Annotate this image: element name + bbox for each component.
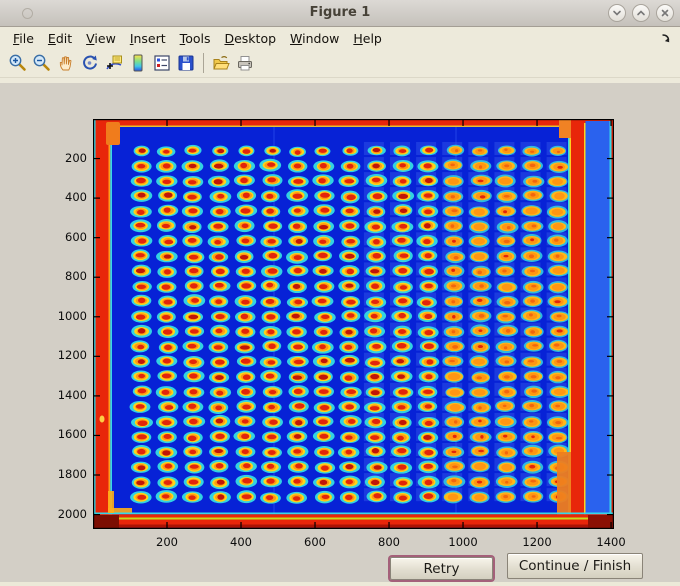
y-tick-label: 1000: [57, 308, 87, 323]
dock-figure-button[interactable]: [660, 32, 672, 47]
legend-icon: [154, 55, 170, 71]
shade-button[interactable]: [608, 4, 626, 22]
x-tick-label: 800: [378, 535, 400, 549]
plate-scan-image[interactable]: [93, 119, 614, 529]
pan-hand-icon: [59, 56, 72, 71]
menu-item-insert[interactable]: Insert: [129, 30, 166, 46]
data-cursor-icon: [106, 55, 122, 70]
toolbar-separator: [203, 53, 204, 73]
menu-item-window[interactable]: Window: [290, 30, 340, 46]
window-bottom-strip: [0, 582, 680, 586]
title-bar[interactable]: Figure 1: [0, 0, 680, 27]
y-tick-label: 1200: [57, 348, 87, 363]
rotate-3d-button[interactable]: [78, 51, 102, 75]
y-tick-label: 400: [65, 190, 87, 205]
retry-button[interactable]: Retry: [390, 557, 493, 580]
x-tick-label: 1400: [596, 535, 626, 549]
menu-bar: File Edit View Insert Tools Desktop Window Help: [0, 27, 680, 49]
menu-item-file[interactable]: File: [13, 30, 34, 46]
chevron-down-icon: [613, 10, 621, 16]
continue-finish-button[interactable]: Continue / Finish: [507, 553, 643, 579]
unshade-button[interactable]: [632, 4, 650, 22]
menu-item-help[interactable]: Help: [353, 30, 382, 46]
print-icon: [238, 56, 252, 71]
close-button[interactable]: [656, 4, 674, 22]
x-tick-label: 1000: [448, 535, 478, 549]
x-tick-label: 600: [304, 535, 326, 549]
menu-item-edit[interactable]: Edit: [47, 30, 73, 46]
open-folder-icon: [213, 55, 230, 70]
data-cursor-button[interactable]: [102, 51, 126, 75]
open-file-button[interactable]: [209, 51, 233, 75]
y-tick-label: 1600: [57, 427, 87, 442]
y-tick-label: 600: [65, 229, 87, 244]
insert-colorbar-button[interactable]: [126, 51, 150, 75]
save-figure-button[interactable]: [174, 51, 198, 75]
pan-button[interactable]: [54, 51, 78, 75]
close-icon: [661, 9, 669, 17]
y-tick-label: 1400: [57, 387, 87, 402]
y-tick-label: 200: [65, 150, 87, 165]
y-tick-label: 2000: [57, 506, 87, 521]
zoom-out-icon: [33, 54, 50, 71]
menu-item-desktop[interactable]: Desktop: [224, 30, 277, 46]
dock-arrow-icon: [662, 34, 670, 43]
save-icon: [178, 55, 194, 71]
menu-item-tools[interactable]: Tools: [179, 30, 211, 46]
x-tick-label: 200: [156, 535, 178, 549]
window-controls: [608, 4, 674, 22]
figure-canvas: Retry Continue / Finish 200 400 600 800 1000…: [0, 83, 680, 582]
window-menu-icon[interactable]: [22, 8, 33, 19]
insert-legend-button[interactable]: [150, 51, 174, 75]
menu-item-view[interactable]: View: [86, 30, 116, 46]
toolbar-gap: [0, 78, 680, 83]
print-figure-button[interactable]: [233, 51, 257, 75]
chevron-up-icon: [637, 10, 645, 16]
x-tick-label: 400: [230, 535, 252, 549]
zoom-in-button[interactable]: [6, 51, 30, 75]
figure-toolbar: [0, 49, 680, 78]
window-title: Figure 1: [309, 5, 371, 20]
rotate-3d-icon: [83, 55, 97, 70]
zoom-out-button[interactable]: [30, 51, 54, 75]
x-tick-label: 1200: [522, 535, 552, 549]
y-tick-label: 1800: [57, 467, 87, 481]
y-tick-label: 800: [65, 269, 87, 284]
zoom-in-icon: [9, 54, 26, 71]
colorbar-icon: [133, 54, 143, 72]
